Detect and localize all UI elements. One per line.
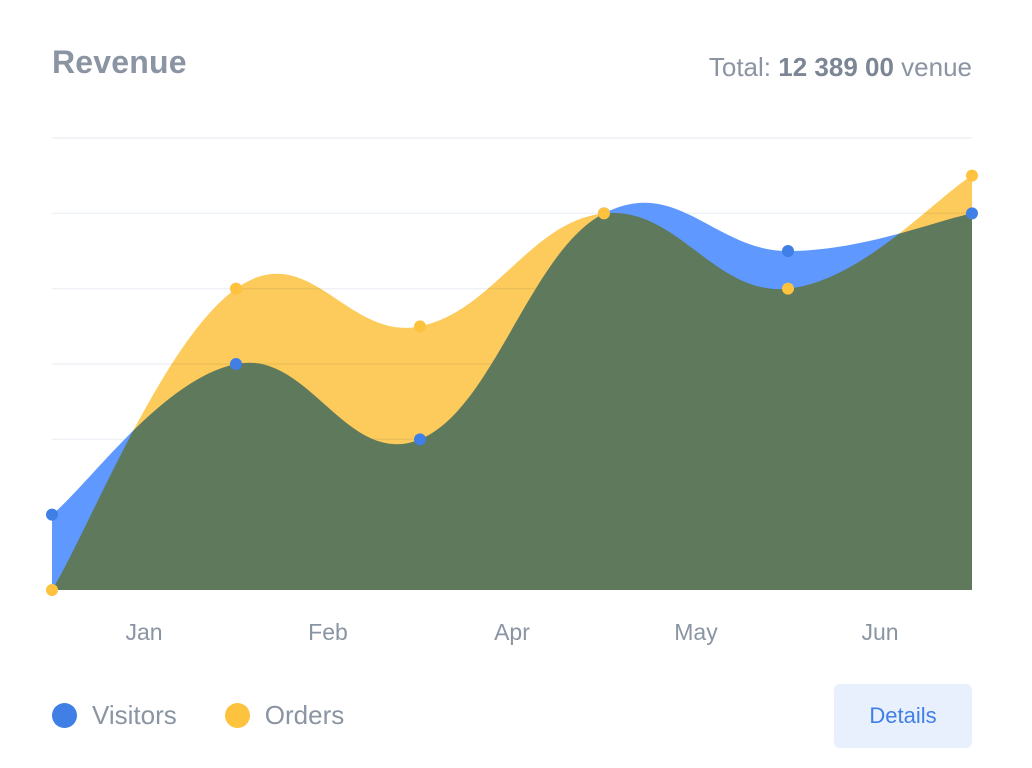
point-visitors xyxy=(46,508,58,521)
point-visitors xyxy=(782,245,794,257)
point-orders xyxy=(46,584,58,596)
chart-points xyxy=(46,169,978,596)
legend-swatch-visitors xyxy=(52,703,77,728)
point-visitors xyxy=(966,207,978,220)
legend-label-orders: Orders xyxy=(264,700,345,730)
legend-item-orders: Orders xyxy=(224,700,345,731)
legend-label-visitors: Visitors xyxy=(92,700,177,730)
point-orders xyxy=(230,282,242,295)
point-orders xyxy=(598,207,610,220)
details-button[interactable]: Details xyxy=(834,684,972,748)
point-visitors xyxy=(414,433,426,446)
total-suffix: venue xyxy=(893,52,972,82)
legend-item-visitors: Visitors xyxy=(52,700,177,731)
legend: Visitors Orders xyxy=(52,700,392,731)
point-orders xyxy=(782,282,794,295)
total-value: 12 389 00 xyxy=(778,52,894,82)
chart-areas xyxy=(52,175,972,590)
x-tick-label: Jun xyxy=(861,619,898,645)
total-prefix: Total: xyxy=(708,52,779,82)
x-tick-label: Apr xyxy=(494,619,530,645)
total-summary: Total: 12 389 00 venue xyxy=(709,52,972,83)
area-chart: Jan Feb Apr May Jun xyxy=(46,137,978,645)
point-orders xyxy=(414,320,426,333)
point-visitors xyxy=(230,358,242,370)
chart-title: Revenue xyxy=(52,44,187,80)
legend-swatch-orders xyxy=(224,703,250,728)
point-orders xyxy=(966,169,978,182)
x-tick-label: May xyxy=(674,619,718,645)
x-tick-label: Jan xyxy=(125,619,162,645)
area-orders xyxy=(52,175,972,590)
x-axis-labels: Jan Feb Apr May Jun xyxy=(125,619,898,645)
x-tick-label: Feb xyxy=(308,619,348,645)
